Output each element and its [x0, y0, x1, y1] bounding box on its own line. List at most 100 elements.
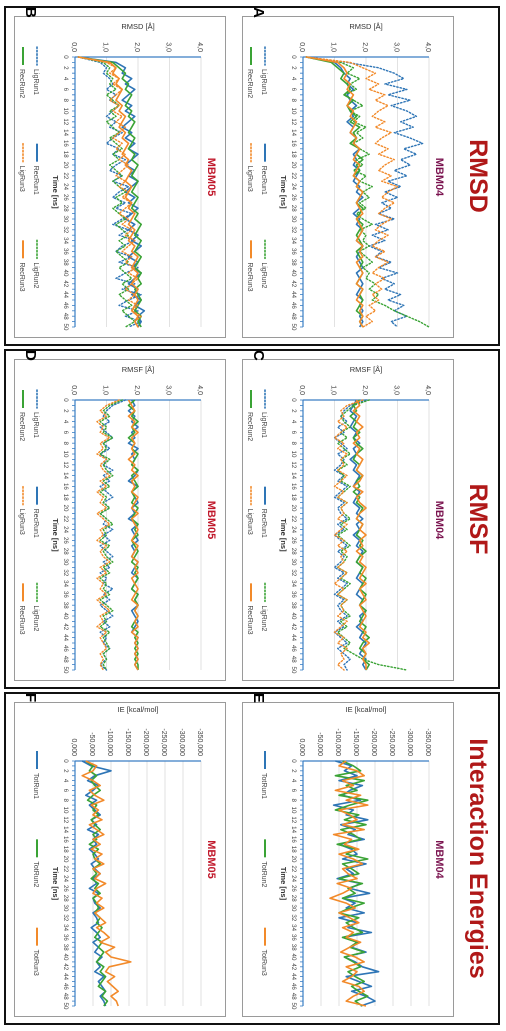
y-tick-label: 4,0 [424, 385, 431, 395]
legend-label: TotRun1 [260, 773, 267, 799]
chart-panel-b: B MBM05 0,0 1,0 2,0 3,0 4,0 0 2 4 6 8 10 12 14 16 18 20… [14, 7, 226, 338]
x-tick-label: 36 [290, 934, 297, 941]
x-tick-label: 18 [290, 151, 297, 158]
x-tick-label: 4 [290, 77, 297, 81]
section-title: RMSD [464, 139, 492, 213]
x-axis-label: Time [ns] [279, 867, 288, 901]
x-tick-label: 20 [290, 162, 297, 169]
x-tick-label: 32 [62, 569, 69, 576]
x-tick-label: 50 [62, 324, 69, 331]
y-tick-label: -250,000 [388, 728, 395, 756]
x-tick-label: 18 [62, 846, 69, 853]
series-line-recrun3 [306, 56, 364, 328]
x-tick-label: 24 [62, 875, 69, 882]
x-tick-label: 36 [290, 591, 297, 598]
x-tick-label: 40 [62, 613, 69, 620]
x-tick-label: 12 [290, 461, 297, 468]
legend-label: RecRun1 [32, 166, 39, 195]
series-line-recrun2 [349, 399, 370, 671]
x-tick-label: 26 [62, 885, 69, 892]
x-tick-label: 26 [62, 537, 69, 544]
chart-panel-f: F MBM05 0,000 -50,000 -100,000 -150,000 -200… [14, 693, 226, 1017]
series-line-recrun2 [78, 56, 142, 328]
x-tick-label: 24 [290, 526, 297, 533]
x-tick-label: 6 [62, 88, 69, 92]
x-tick-label: 34 [290, 580, 297, 587]
x-tick-label: 40 [62, 954, 69, 961]
legend-label: RecRun2 [246, 69, 253, 98]
y-axis-label: RMSF [Å] [122, 365, 155, 374]
x-tick-label: 28 [62, 205, 69, 212]
x-tick-label: 32 [62, 226, 69, 233]
x-tick-label: 40 [62, 270, 69, 277]
y-tick-label: -300,000 [406, 728, 413, 756]
x-tick-label: 40 [290, 270, 297, 277]
x-tick-label: 38 [62, 259, 69, 266]
x-tick-label: 4 [290, 779, 297, 783]
y-axis-label: RMSD [Å] [121, 22, 154, 31]
x-tick-label: 38 [290, 259, 297, 266]
x-tick-label: 36 [290, 248, 297, 255]
y-tick-label: -350,000 [424, 728, 431, 756]
x-tick-label: 20 [290, 856, 297, 863]
x-tick-label: 6 [62, 431, 69, 435]
legend-label: LigRun3 [246, 509, 253, 535]
series-line-totrun2 [85, 760, 109, 1007]
x-tick-label: 26 [62, 194, 69, 201]
x-tick-label: 36 [62, 934, 69, 941]
legend-label: LigRun2 [32, 605, 39, 631]
legend-label: RecRun3 [18, 605, 25, 634]
y-tick-label: 4,0 [196, 385, 203, 395]
chart-svg: 0,0 1,0 2,0 3,0 4,00246810121416182022242628… [246, 365, 431, 674]
y-tick-label: -100,000 [106, 728, 113, 756]
x-tick-label: 44 [62, 291, 69, 298]
y-tick-label: 3,0 [393, 385, 400, 395]
x-axis-label: Time [ns] [51, 518, 60, 552]
x-tick-label: 8 [62, 98, 69, 102]
y-tick-label: -50,000 [316, 732, 323, 756]
x-tick-label: 26 [290, 885, 297, 892]
series-line-ligrun3 [96, 399, 120, 671]
x-tick-label: 42 [62, 280, 69, 287]
y-tick-label: 3,0 [165, 42, 172, 52]
x-tick-label: 42 [62, 963, 69, 970]
chart-svg: 0,000 -50,000 -100,000 -150,000 -200,000 -250… [32, 705, 203, 1010]
x-tick-label: 46 [62, 645, 69, 652]
x-tick-label: 6 [290, 88, 297, 92]
x-tick-label: 4 [62, 77, 69, 81]
x-tick-label: 38 [62, 944, 69, 951]
y-tick-label: 3,0 [393, 42, 400, 52]
x-tick-label: 42 [290, 623, 297, 630]
series-line-totrun2 [334, 760, 369, 1007]
y-tick-label: 0,0 [70, 385, 77, 395]
x-tick-label: 30 [290, 905, 297, 912]
x-tick-label: 44 [62, 973, 69, 980]
x-axis-label: Time [ns] [279, 175, 288, 209]
legend-label: RecRun2 [18, 69, 25, 98]
x-tick-label: 2 [290, 769, 297, 773]
x-tick-label: 50 [62, 667, 69, 674]
x-tick-label: 48 [62, 313, 69, 320]
legend-label: TotRun1 [32, 773, 39, 799]
x-tick-label: 44 [290, 291, 297, 298]
chart-svg: 0,0 1,0 2,0 3,0 4,00246810121416182022242628… [246, 22, 431, 331]
legend-label: RecRun3 [246, 605, 253, 634]
x-tick-label: 44 [62, 634, 69, 641]
x-tick-label: 34 [62, 237, 69, 244]
x-tick-label: 14 [62, 472, 69, 479]
x-tick-label: 12 [290, 118, 297, 125]
chart-panel-c: C MBM04 0,0 1,0 2,0 3,0 4,0 0 2 4 6 8 10 12 14 16 18 20… [242, 350, 454, 681]
x-tick-label: 30 [62, 905, 69, 912]
y-tick-label: 2,0 [133, 385, 140, 395]
x-tick-label: 30 [290, 559, 297, 566]
x-tick-label: 8 [62, 798, 69, 802]
legend-label: LigRun2 [32, 262, 39, 288]
x-tick-label: 18 [290, 846, 297, 853]
x-tick-label: 44 [290, 973, 297, 980]
y-tick-label: 2,0 [361, 42, 368, 52]
x-tick-label: 24 [290, 183, 297, 190]
x-tick-label: 30 [62, 216, 69, 223]
x-tick-label: 16 [290, 836, 297, 843]
x-tick-label: 12 [62, 118, 69, 125]
x-tick-label: 20 [62, 162, 69, 169]
